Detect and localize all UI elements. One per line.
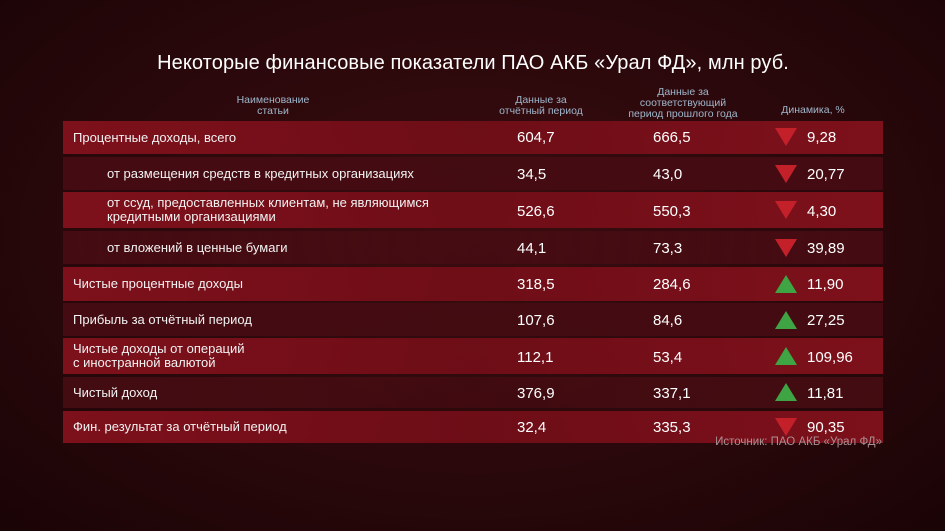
row-label: от ссуд, предоставленных клиентам, не яв…: [107, 195, 429, 224]
current-value: 112,1: [517, 349, 554, 366]
header-name: Наименование статьи: [236, 94, 310, 117]
dynamics-value: 109,96: [807, 349, 853, 366]
current-value: 604,7: [517, 129, 555, 146]
current-value: 34,5: [517, 166, 547, 183]
table-row: Фин. результат за отчётный период 32,4 3…: [63, 411, 883, 443]
dynamics-value: 20,77: [807, 166, 845, 183]
dynamics-value: 9,28: [807, 129, 837, 146]
previous-value: 73,3: [653, 240, 683, 257]
trend-up-icon: [775, 347, 797, 365]
trend-up-icon: [775, 383, 797, 401]
trend-down-icon: [775, 239, 797, 257]
table-row: от вложений в ценные бумаги 44,1 73,3 39…: [63, 231, 883, 264]
trend-down-icon: [775, 165, 797, 183]
row-label: Чистый доход: [73, 385, 158, 400]
current-value: 376,9: [517, 385, 555, 402]
current-value: 32,4: [517, 419, 547, 436]
row-label: Процентные доходы, всего: [73, 130, 237, 145]
table-row: Процентные доходы, всего 604,7 666,5 9,2…: [63, 121, 883, 154]
row-label: от вложений в ценные бумаги: [107, 240, 288, 255]
trend-up-icon: [775, 311, 797, 329]
trend-down-icon: [775, 201, 797, 219]
trend-down-icon: [775, 128, 797, 146]
dynamics-value: 39,89: [807, 240, 845, 257]
trend-down-icon: [775, 418, 797, 436]
dynamics-value: 11,90: [807, 276, 844, 293]
previous-value: 666,5: [653, 129, 691, 146]
row-label: Чистые доходы от операций с иностранной …: [73, 341, 245, 370]
table-row: Чистые доходы от операций с иностранной …: [63, 338, 883, 374]
previous-value: 337,1: [653, 385, 691, 402]
table-row: от размещения средств в кредитных органи…: [63, 157, 883, 190]
table-panel: Некоторые финансовые показатели ПАО АКБ …: [63, 40, 883, 480]
previous-value: 284,6: [653, 276, 691, 293]
table-title: Некоторые финансовые показатели ПАО АКБ …: [157, 52, 789, 74]
row-label: Прибыль за отчётный период: [73, 312, 252, 327]
dynamics-value: 11,81: [807, 385, 844, 402]
row-label: Фин. результат за отчётный период: [73, 419, 287, 434]
header-current: Данные за отчётный период: [499, 94, 583, 117]
current-value: 526,6: [517, 203, 555, 220]
table-row: Чистый доход 376,9 337,1 11,81: [63, 377, 883, 408]
previous-value: 335,3: [653, 419, 691, 436]
header-dynamics: Динамика, %: [781, 104, 845, 116]
current-value: 44,1: [517, 240, 547, 257]
table-row: от ссуд, предоставленных клиентам, не яв…: [63, 192, 883, 228]
dynamics-value: 27,25: [807, 312, 845, 329]
previous-value: 550,3: [653, 203, 691, 220]
header-previous: Данные за соответствующий период прошлог…: [628, 86, 738, 120]
previous-value: 43,0: [653, 166, 683, 183]
previous-value: 53,4: [653, 349, 683, 366]
dynamics-value: 4,30: [807, 203, 837, 220]
source-note: Источник: ПАО АКБ «Урал ФД»: [715, 436, 882, 448]
previous-value: 84,6: [653, 312, 683, 329]
table-row: Прибыль за отчётный период 107,6 84,6 27…: [63, 303, 883, 336]
trend-up-icon: [775, 275, 797, 293]
current-value: 107,6: [517, 312, 555, 329]
row-label: Чистые процентные доходы: [73, 276, 243, 291]
row-label: от размещения средств в кредитных органи…: [107, 166, 414, 181]
dynamics-value: 90,35: [807, 419, 845, 436]
current-value: 318,5: [517, 276, 555, 293]
table-row: Чистые процентные доходы 318,5 284,6 11,…: [63, 267, 883, 301]
